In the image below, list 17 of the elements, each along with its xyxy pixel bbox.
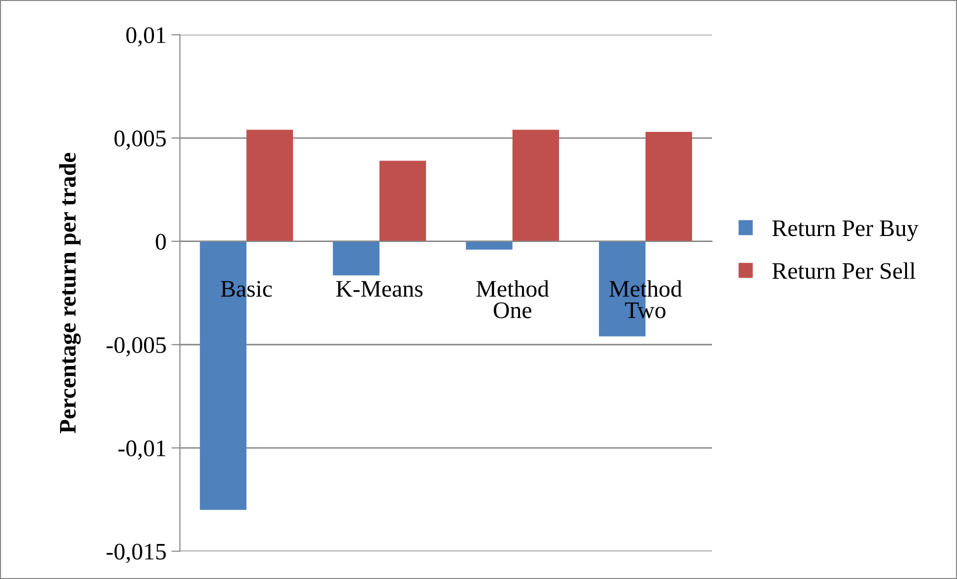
bar <box>246 130 293 242</box>
y-tick-label: 0,005 <box>114 130 166 150</box>
y-tick-label: -0,015 <box>106 544 166 564</box>
y-tick-label: -0,005 <box>106 337 166 356</box>
bar <box>645 132 692 242</box>
y-tick-label: 0 <box>156 234 166 250</box>
bar <box>512 130 560 242</box>
bar <box>466 241 512 250</box>
legend-label: Return Per Sell <box>772 262 916 279</box>
x-tick-label: Method One <box>476 280 549 318</box>
y-tick-label: 0,01 <box>126 27 166 47</box>
y-axis-title: Percentage return per trade <box>59 152 81 434</box>
y-tick-label: -0,01 <box>118 440 166 460</box>
x-tick-label: K-Means <box>336 281 423 297</box>
legend-label: Return Per Buy <box>772 220 918 242</box>
bar <box>379 160 426 242</box>
bar <box>332 241 380 276</box>
